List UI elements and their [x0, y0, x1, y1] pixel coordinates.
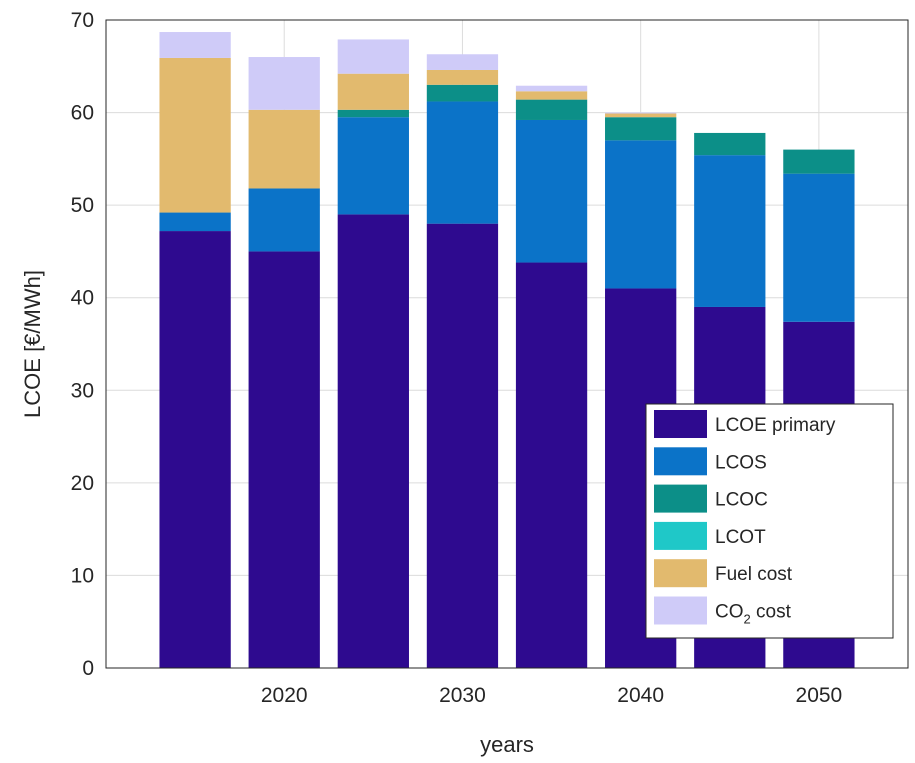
- legend-label: LCOS: [715, 452, 767, 473]
- legend-swatch: [654, 521, 707, 550]
- bar-segment-lcos: [783, 173, 855, 322]
- x-tick-label: 2040: [617, 684, 664, 707]
- legend-label: LCOC: [715, 490, 768, 511]
- bar-segment-lcoe-primary: [515, 262, 588, 668]
- x-tick-label: 2030: [439, 684, 486, 707]
- legend-label: LCOT: [715, 527, 766, 548]
- bar-segment-lcos: [337, 117, 409, 215]
- legend-swatch: [654, 447, 707, 476]
- y-tick-label: 20: [71, 472, 94, 495]
- bar-segment-lcoe-primary: [248, 251, 320, 668]
- y-axis-label: LCOE [€/MWh]: [20, 270, 45, 418]
- bar-segment-co2-cost: [248, 57, 320, 110]
- legend-swatch: [654, 559, 707, 588]
- bar-segment-lcoc: [515, 99, 588, 120]
- plot-border: [105, 19, 909, 669]
- bar-segment-co2-cost: [337, 39, 409, 74]
- legend-swatch: [654, 410, 707, 438]
- y-tick-label: 30: [71, 379, 94, 402]
- y-tick-label: 60: [71, 102, 94, 125]
- bar-segment-co2-cost: [605, 112, 677, 114]
- legend-label: CO2 cost: [715, 602, 792, 627]
- y-tick-label: 50: [71, 194, 94, 217]
- bar-segment-fuel-cost: [337, 73, 409, 110]
- bar-segment-lcos: [605, 140, 677, 289]
- legend-label: LCOE primary: [715, 415, 836, 436]
- legend-swatch: [654, 596, 707, 625]
- bar-segment-lcoc: [694, 132, 766, 156]
- bar-segment-lcos: [426, 101, 499, 224]
- bar-segment-lcoc: [605, 117, 677, 141]
- bar-segment-co2-cost: [159, 32, 231, 58]
- bar-segment-lcos: [248, 188, 320, 252]
- y-tick-label: 10: [71, 564, 94, 587]
- bars: [159, 32, 855, 668]
- bar-segment-fuel-cost: [515, 91, 588, 100]
- x-axis-label: years: [480, 732, 534, 757]
- legend-label: Fuel cost: [715, 564, 793, 585]
- bar-segment-lcoc: [337, 109, 409, 118]
- x-tick-labels: 2020 2030 2040 2050: [261, 684, 842, 707]
- bar-segment-lcoe-primary: [159, 231, 231, 668]
- bar-segment-fuel-cost: [159, 57, 231, 213]
- bar-segment-lcos: [159, 212, 231, 232]
- bar-segment-lcoc: [783, 149, 855, 174]
- bar-segment-fuel-cost: [248, 109, 320, 189]
- bar-segment-lcoe-primary: [426, 223, 499, 668]
- bar-segment-co2-cost: [515, 85, 588, 92]
- legend: LCOE primary LCOS LCOC LCOT Fuel cost CO2 cos…: [645, 403, 894, 639]
- bar-segment-lcos: [694, 155, 766, 307]
- y-tick-label: 0: [82, 657, 94, 680]
- bar-segment-lcoc: [426, 84, 499, 102]
- y-tick-label: 40: [71, 287, 94, 310]
- legend-entries: LCOE primary LCOS LCOC LCOT Fuel cost CO2 cos…: [654, 410, 836, 627]
- x-tick-label: 2050: [796, 684, 843, 707]
- legend-swatch: [654, 484, 707, 513]
- y-tick-labels: 0 10 20 30 40 50 60 70: [71, 9, 94, 680]
- bar-segment-lcoe-primary: [337, 214, 409, 668]
- bar-segment-fuel-cost: [426, 69, 499, 85]
- bar-segment-fuel-cost: [605, 113, 677, 118]
- y-tick-label: 70: [71, 9, 94, 32]
- bar-segment-co2-cost: [426, 54, 499, 70]
- bar-segment-lcos: [515, 119, 588, 263]
- x-tick-label: 2020: [261, 684, 308, 707]
